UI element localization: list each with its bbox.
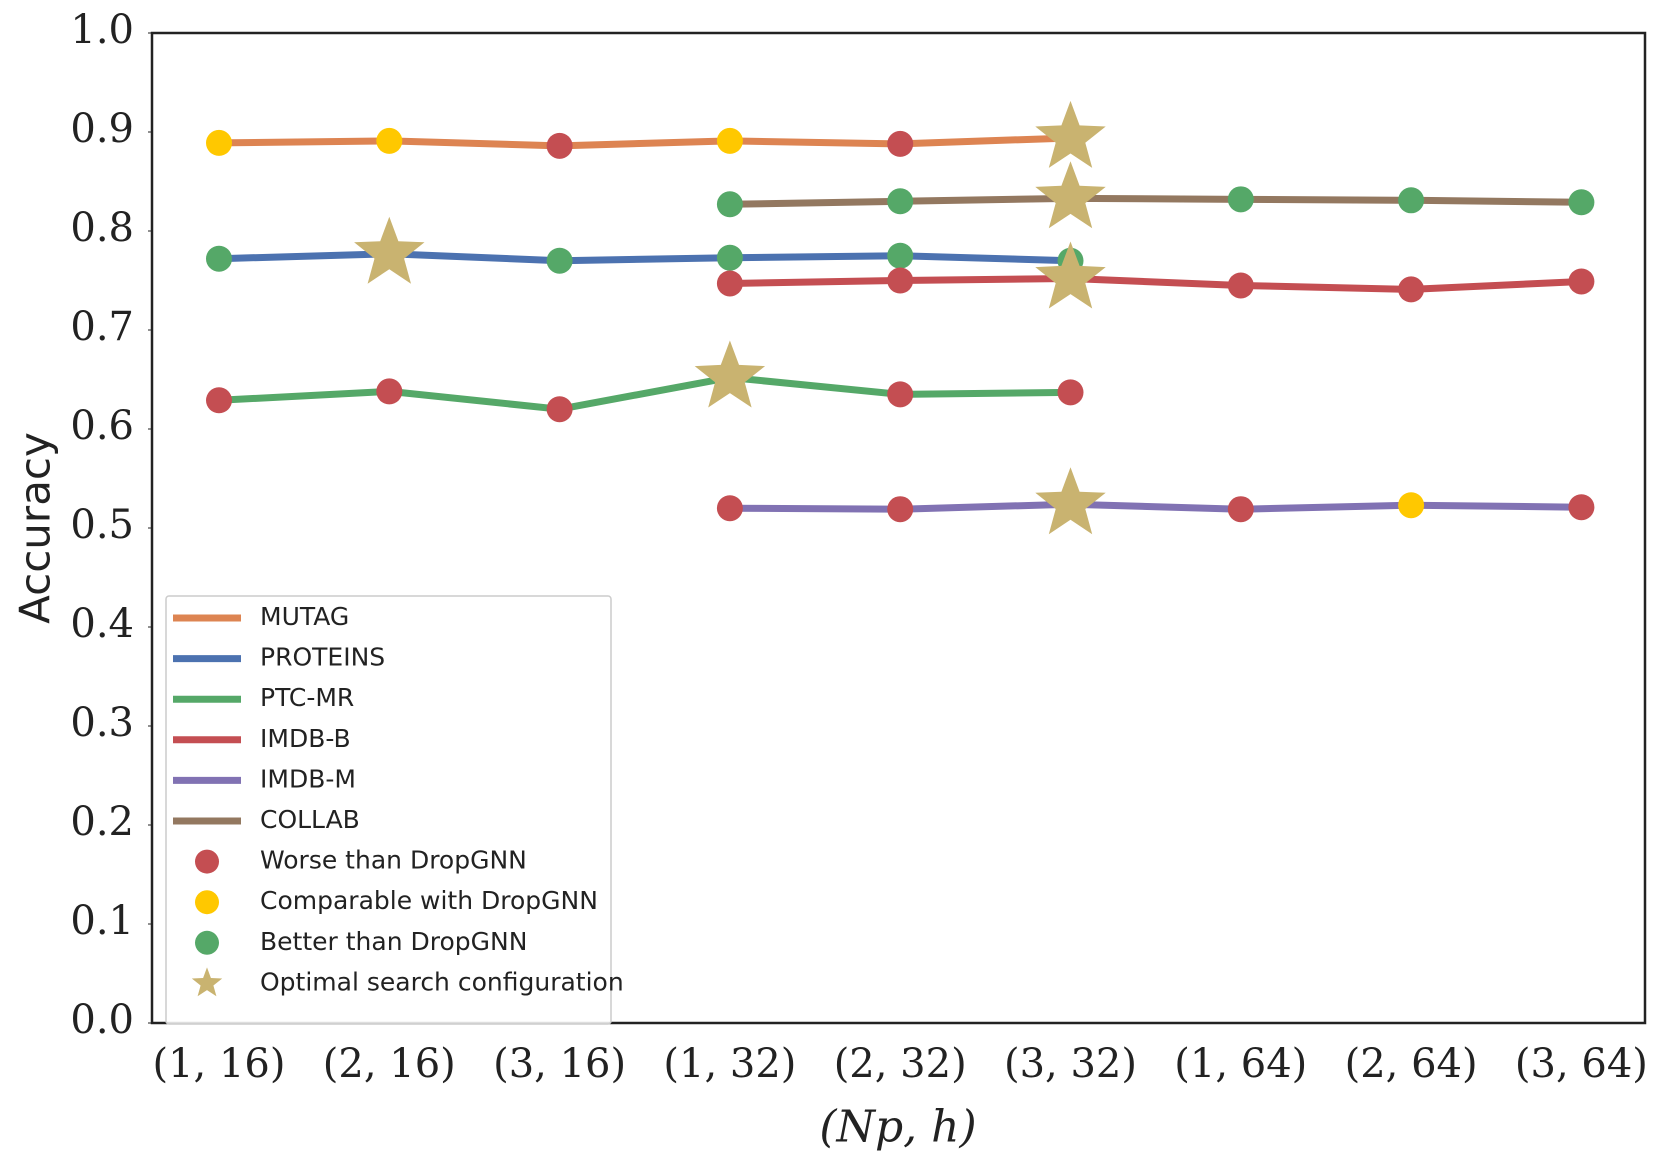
x-axis-label: (Np, h) [819, 1102, 976, 1153]
legend-label: IMDB-M [260, 764, 356, 793]
legend-dot [195, 849, 219, 874]
point [1227, 186, 1254, 213]
point [206, 387, 232, 414]
legend-label: IMDB-B [260, 724, 351, 753]
point [1398, 187, 1425, 214]
optimal-star [354, 216, 425, 284]
legend-label: Worse than DropGNN [260, 846, 527, 875]
y-tick-label: 0.2 [70, 799, 134, 845]
point [546, 132, 573, 159]
series-line [218, 250, 1071, 265]
legend-box [165, 595, 612, 1025]
legend-label: Better than DropGNN [260, 927, 527, 956]
x-tick-label: (3, 64) [1515, 1041, 1648, 1087]
y-tick-label: 0.6 [70, 403, 134, 449]
legend-label: MUTAG [260, 602, 349, 631]
point [1568, 189, 1595, 216]
point [1398, 276, 1425, 303]
point [1057, 379, 1084, 406]
point [887, 496, 914, 523]
x-tick-label: (2, 32) [834, 1041, 967, 1087]
series-line [218, 134, 1071, 150]
legend-dot [195, 930, 219, 955]
point [376, 127, 403, 154]
y-tick-label: 0.8 [70, 205, 134, 251]
series-line [218, 374, 1071, 413]
y-tick-label: 0.3 [70, 700, 134, 746]
point [716, 270, 743, 297]
legend-label: Optimal search configuration [260, 967, 624, 996]
optimal-star [1035, 467, 1106, 535]
point [716, 191, 743, 218]
y-tick-label: 0.4 [70, 601, 134, 647]
x-tick-label: (3, 32) [1004, 1041, 1137, 1087]
legend-label: Comparable with DropGNN [260, 886, 598, 915]
point [887, 242, 914, 269]
point [1398, 492, 1425, 519]
point [546, 396, 573, 423]
point [206, 129, 232, 156]
point [376, 378, 403, 405]
point [1568, 268, 1595, 295]
optimal-star [694, 340, 766, 408]
x-tick-label: (2, 16) [323, 1041, 456, 1087]
point [206, 245, 232, 272]
point [887, 130, 914, 157]
point [887, 267, 914, 294]
optimal-star [1035, 161, 1106, 229]
x-tick-label: (1, 16) [153, 1041, 286, 1087]
y-tick-label: 0.1 [70, 898, 134, 944]
y-axis-label: Accuracy [11, 432, 60, 624]
series-line [729, 500, 1582, 513]
legend-label: COLLAB [260, 805, 360, 834]
legend-label: PROTEINS [260, 643, 385, 672]
y-tick-label: 1.0 [70, 7, 134, 53]
point [1227, 496, 1254, 523]
y-tick-label: 0.7 [70, 304, 134, 350]
series-line [729, 275, 1582, 293]
y-tick-label: 0.5 [70, 502, 134, 548]
point [1227, 272, 1254, 299]
legend-dot [195, 890, 219, 915]
point [716, 127, 743, 154]
legend-label: PTC-MR [260, 683, 354, 712]
legend-star [191, 967, 223, 997]
y-tick-label: 0.9 [70, 106, 134, 152]
optimal-star [1035, 241, 1106, 309]
optimal-star [1035, 100, 1106, 168]
point [1568, 494, 1595, 521]
point [716, 244, 743, 271]
point [546, 247, 573, 274]
x-tick-label: (3, 16) [493, 1041, 626, 1087]
point [887, 381, 914, 408]
x-tick-label: (2, 64) [1345, 1041, 1478, 1087]
point [716, 495, 743, 522]
point [887, 188, 914, 215]
x-tick-label: (1, 64) [1174, 1041, 1307, 1087]
series-line [729, 194, 1582, 208]
x-tick-label: (1, 32) [663, 1041, 796, 1087]
y-tick-label: 0.0 [70, 997, 134, 1043]
